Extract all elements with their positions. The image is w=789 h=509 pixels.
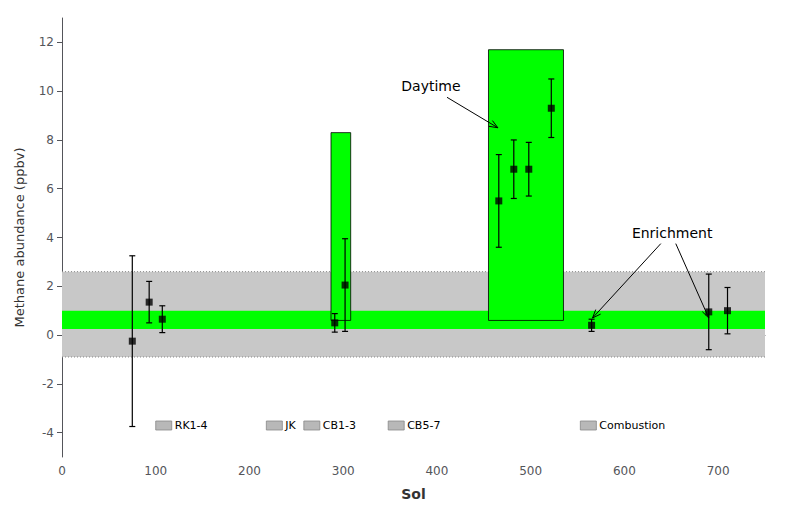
svg-text:400: 400: [425, 464, 448, 478]
svg-text:JK: JK: [284, 419, 296, 432]
svg-text:-2: -2: [42, 377, 54, 391]
svg-text:6: 6: [46, 182, 54, 196]
svg-text:2: 2: [46, 279, 54, 293]
svg-text:Enrichment: Enrichment: [632, 225, 713, 241]
svg-text:Sol: Sol: [401, 486, 426, 502]
svg-text:RK1-4: RK1-4: [175, 419, 208, 432]
svg-text:300: 300: [332, 464, 355, 478]
svg-text:700: 700: [707, 464, 730, 478]
svg-text:500: 500: [519, 464, 542, 478]
svg-text:8: 8: [46, 133, 54, 147]
svg-text:4: 4: [46, 231, 54, 245]
svg-text:Methane abundance (ppbv): Methane abundance (ppbv): [12, 148, 27, 328]
svg-text:12: 12: [39, 35, 54, 49]
svg-text:0: 0: [46, 328, 54, 342]
svg-text:Combustion: Combustion: [599, 419, 665, 432]
svg-text:Daytime: Daytime: [401, 78, 460, 94]
svg-text:10: 10: [39, 84, 54, 98]
svg-text:CB5-7: CB5-7: [407, 419, 440, 432]
svg-text:100: 100: [144, 464, 167, 478]
svg-text:CB1-3: CB1-3: [323, 419, 356, 432]
svg-text:600: 600: [613, 464, 636, 478]
svg-text:0: 0: [58, 464, 66, 478]
svg-text:200: 200: [238, 464, 261, 478]
svg-text:-4: -4: [42, 426, 54, 440]
